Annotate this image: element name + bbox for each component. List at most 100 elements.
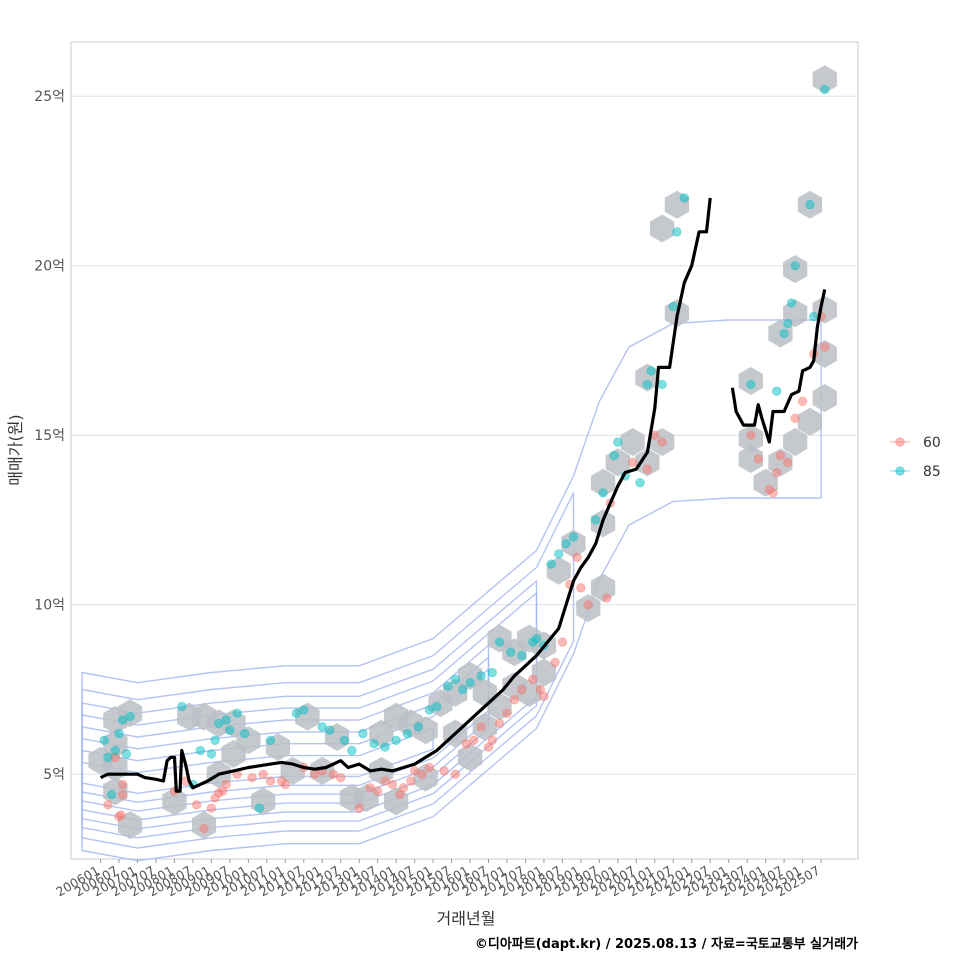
y-axis-ticks: 5억 10억 15억 20억 25억 xyxy=(34,89,65,783)
point-85 xyxy=(746,379,756,390)
point-60 xyxy=(768,488,778,498)
point-85 xyxy=(391,735,401,746)
legend-key-point xyxy=(895,437,905,447)
point-60 xyxy=(535,684,546,695)
point-85 xyxy=(546,559,557,569)
point-60 xyxy=(797,396,808,407)
point-60 xyxy=(265,776,276,786)
point-85 xyxy=(358,728,368,739)
point-85 xyxy=(672,227,682,237)
x-axis-ticks: 2006012006072007012007072008012008072009… xyxy=(53,859,823,899)
point-60 xyxy=(380,776,390,786)
x-axis-title: 거래년월 xyxy=(437,909,496,928)
point-60 xyxy=(191,799,202,810)
point-85 xyxy=(609,450,619,461)
point-85 xyxy=(561,538,571,549)
point-85 xyxy=(782,318,793,329)
point-60 xyxy=(753,454,764,464)
point-85 xyxy=(668,301,679,312)
hex-bin xyxy=(531,658,557,687)
point-60 xyxy=(221,779,231,790)
point-60 xyxy=(509,694,520,705)
point-85 xyxy=(505,647,516,658)
hex-bin xyxy=(118,811,143,840)
point-85 xyxy=(457,684,468,695)
scatter-points xyxy=(99,84,830,834)
hex-bin xyxy=(783,428,808,456)
point-85 xyxy=(553,549,564,559)
point-60 xyxy=(450,769,461,780)
point-60 xyxy=(398,783,409,793)
point-60 xyxy=(335,772,346,783)
hex-bin xyxy=(162,787,187,816)
point-85 xyxy=(117,715,128,725)
point-85 xyxy=(443,681,453,691)
point-60 xyxy=(217,786,228,796)
point-85 xyxy=(210,735,220,746)
y-tick-label: 20억 xyxy=(34,259,65,275)
point-85 xyxy=(779,328,789,339)
point-85 xyxy=(786,298,797,308)
point-85 xyxy=(177,701,187,712)
point-60 xyxy=(557,637,568,647)
point-85 xyxy=(819,84,830,95)
point-60 xyxy=(502,708,512,719)
point-85 xyxy=(339,735,350,746)
point-60 xyxy=(583,599,594,610)
hex-bin xyxy=(812,339,837,368)
point-85 xyxy=(99,735,110,746)
point-85 xyxy=(291,708,302,719)
point-60 xyxy=(483,742,494,752)
point-60 xyxy=(819,342,830,352)
point-85 xyxy=(324,725,335,735)
point-60 xyxy=(576,582,586,593)
point-85 xyxy=(771,386,782,396)
point-85 xyxy=(487,667,498,678)
point-60 xyxy=(468,735,479,746)
trend-line xyxy=(99,197,712,793)
point-85 xyxy=(590,515,601,525)
point-85 xyxy=(657,379,667,390)
point-60 xyxy=(117,779,128,790)
point-85 xyxy=(642,379,653,390)
point-85 xyxy=(121,749,132,759)
point-60 xyxy=(372,786,383,796)
point-85 xyxy=(598,488,608,498)
point-60 xyxy=(199,823,209,834)
point-85 xyxy=(265,735,276,746)
point-85 xyxy=(679,193,690,203)
point-60 xyxy=(424,762,435,773)
point-60 xyxy=(516,684,527,695)
point-60 xyxy=(782,457,793,468)
point-85 xyxy=(808,311,819,322)
legend: 60 85 xyxy=(890,435,941,480)
hex-bin xyxy=(812,65,837,94)
point-85 xyxy=(402,728,413,739)
point-60 xyxy=(116,810,126,820)
point-60 xyxy=(439,766,449,776)
point-85 xyxy=(790,260,800,271)
hex-bin xyxy=(620,428,645,456)
trend-line xyxy=(730,289,827,444)
point-60 xyxy=(601,593,612,603)
point-60 xyxy=(657,437,667,447)
density-contour xyxy=(81,492,575,849)
point-85 xyxy=(494,637,505,647)
point-60 xyxy=(365,783,376,793)
point-85 xyxy=(431,701,442,712)
point-60 xyxy=(280,779,291,790)
point-85 xyxy=(239,728,250,739)
hex-bin xyxy=(457,661,483,690)
point-85 xyxy=(380,742,390,752)
point-85 xyxy=(213,718,224,729)
point-85 xyxy=(254,803,265,813)
point-60 xyxy=(406,776,416,786)
point-85 xyxy=(195,745,206,756)
legend-label: 85 xyxy=(923,464,941,480)
hex-bin xyxy=(812,384,837,412)
point-85 xyxy=(206,749,217,759)
point-85 xyxy=(531,633,542,644)
point-60 xyxy=(417,769,427,780)
point-60 xyxy=(328,769,339,780)
